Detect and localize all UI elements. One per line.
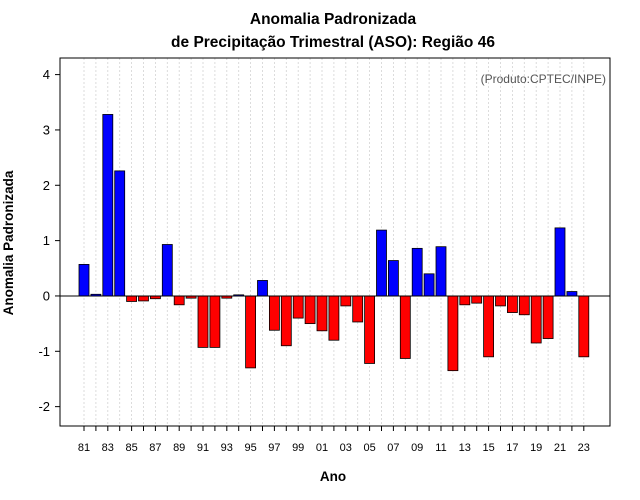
bar-2015 bbox=[483, 295, 495, 358]
bar-2007 bbox=[387, 260, 399, 297]
bar-1998 bbox=[280, 295, 292, 347]
bar-2011 bbox=[435, 246, 447, 297]
y-tick-label: 3 bbox=[43, 122, 50, 137]
x-tick-label: 87 bbox=[149, 442, 161, 454]
x-axis: 81 83 85 87 89 91 93 95 97 99 01 03 05 07 09 11 13 15 17 19… bbox=[78, 426, 590, 454]
bar-1981 bbox=[78, 264, 90, 297]
x-tick-label: 07 bbox=[387, 442, 399, 454]
bar-2004 bbox=[352, 295, 364, 323]
bar-2021 bbox=[554, 227, 566, 297]
x-tick-label: 99 bbox=[292, 442, 304, 454]
y-tick-label: -1 bbox=[38, 344, 50, 359]
bar-1997 bbox=[268, 295, 280, 331]
bar-2005 bbox=[364, 295, 376, 364]
bar-2019 bbox=[530, 295, 542, 344]
x-tick-label: 11 bbox=[435, 442, 446, 454]
bar-2002 bbox=[328, 295, 340, 341]
bar-1999 bbox=[292, 295, 304, 319]
x-tick-label: 05 bbox=[363, 442, 375, 454]
y-tick-label: -2 bbox=[38, 399, 50, 414]
bar-2020 bbox=[542, 295, 554, 339]
x-tick-label: 89 bbox=[173, 442, 185, 454]
x-tick-label: 09 bbox=[411, 442, 423, 454]
x-tick-label: 81 bbox=[78, 442, 90, 454]
bar-1988 bbox=[161, 244, 173, 297]
x-tick-label: 97 bbox=[268, 442, 280, 454]
bars bbox=[78, 114, 590, 372]
credit-text: (Produto:CPTEC/INPE) bbox=[481, 72, 606, 86]
bar-2008 bbox=[399, 295, 411, 359]
x-axis-label: Ano bbox=[320, 469, 346, 484]
y-axis: -2 -1 0 1 2 3 4 bbox=[38, 67, 60, 414]
x-tick-label: 15 bbox=[482, 442, 494, 454]
x-tick-label: 23 bbox=[578, 442, 590, 454]
bar-1992 bbox=[209, 295, 221, 348]
bar-2013 bbox=[459, 295, 471, 306]
x-tick-label: 01 bbox=[316, 442, 328, 454]
bar-2016 bbox=[495, 295, 506, 307]
bar-2018 bbox=[518, 295, 530, 316]
x-tick-label: 95 bbox=[244, 442, 256, 454]
bar-2000 bbox=[304, 295, 316, 325]
x-tick-label: 03 bbox=[340, 442, 352, 454]
x-tick-label: 13 bbox=[459, 442, 471, 454]
y-axis-label: Anomalia Padronizada bbox=[1, 170, 16, 315]
x-tick-label: 83 bbox=[102, 442, 114, 454]
bar-1989 bbox=[173, 295, 185, 306]
bar-2017 bbox=[506, 295, 518, 313]
x-tick-label: 17 bbox=[506, 442, 518, 454]
bar-2003 bbox=[340, 295, 352, 307]
x-tick-label: 93 bbox=[221, 442, 233, 454]
x-tick-label: 19 bbox=[530, 442, 542, 454]
bar-1986 bbox=[138, 295, 149, 302]
bar-1984 bbox=[114, 170, 126, 297]
y-tick-label: 1 bbox=[43, 233, 50, 248]
bar-2012 bbox=[447, 295, 459, 372]
plot-frame bbox=[59, 57, 611, 427]
bar-2022 bbox=[566, 291, 578, 297]
chart-title-line1: Anomalia Padronizada bbox=[250, 11, 417, 28]
x-tick-label: 21 bbox=[554, 442, 566, 454]
bar-1996 bbox=[257, 280, 268, 297]
bar-1991 bbox=[197, 295, 209, 348]
gridlines bbox=[83, 58, 585, 426]
y-tick-label: 4 bbox=[43, 67, 50, 82]
bar-2014 bbox=[471, 295, 483, 304]
bar-2010 bbox=[423, 273, 435, 297]
bar-2009 bbox=[411, 247, 423, 297]
y-tick-label: 0 bbox=[43, 288, 50, 303]
bar-1985 bbox=[126, 295, 137, 302]
bar-1983 bbox=[102, 114, 114, 297]
bar-2023 bbox=[578, 295, 590, 358]
x-tick-label: 91 bbox=[197, 442, 209, 454]
bar-2006 bbox=[376, 229, 387, 297]
bar-2001 bbox=[316, 295, 328, 332]
x-tick-label: 85 bbox=[125, 442, 137, 454]
bar-1995 bbox=[245, 295, 257, 369]
chart-title-line2: de Precipitação Trimestral (ASO): Região… bbox=[171, 34, 495, 51]
y-tick-label: 2 bbox=[43, 178, 50, 193]
